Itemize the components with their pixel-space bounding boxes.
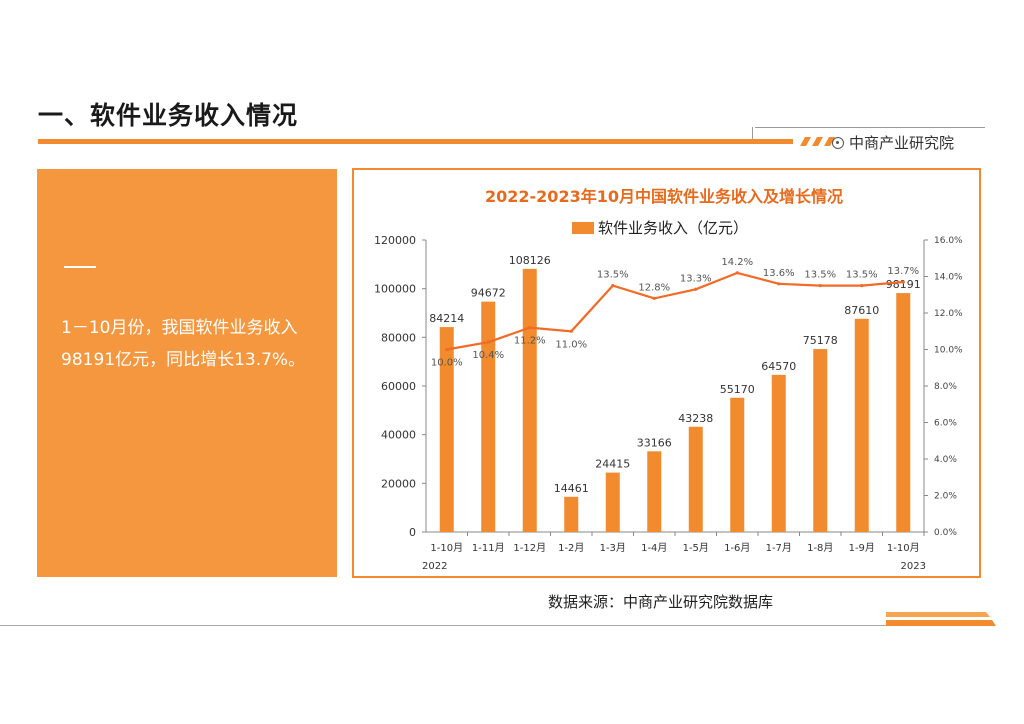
x-tick-label: 1-11月 — [472, 542, 505, 554]
y-left-tick-label: 120000 — [374, 234, 416, 247]
slash-decoration — [800, 137, 835, 146]
growth-point — [652, 296, 656, 300]
bar-revenue — [896, 293, 911, 532]
y-right-tick-label: 0.0% — [934, 528, 957, 538]
bar-revenue — [854, 318, 869, 532]
bar-revenue — [688, 426, 703, 532]
summary-panel: 1－10月份，我国软件业务收入98191亿元，同比增长13.7%。 — [37, 169, 337, 577]
growth-value-label: 13.5% — [804, 270, 836, 281]
data-source: 数据来源：中商产业研究院数据库 — [548, 593, 774, 611]
legend-label: 软件业务收入（亿元） — [598, 219, 748, 237]
bar-revenue — [439, 327, 454, 532]
x-tick-label: 1-2月 — [558, 542, 584, 554]
y-right-tick-label: 16.0% — [934, 236, 963, 246]
y-right-tick-label: 10.0% — [934, 346, 963, 356]
y-left-tick-label: 60000 — [381, 380, 416, 393]
growth-point — [735, 271, 739, 275]
brand: 中商产业研究院 — [832, 132, 954, 153]
header-divider — [755, 127, 985, 128]
growth-value-label: 13.3% — [680, 273, 712, 284]
bar-value-label: 43238 — [678, 412, 713, 425]
bar-value-label: 75178 — [803, 334, 838, 347]
brand-logo-icon — [832, 136, 844, 149]
growth-value-label: 13.6% — [763, 268, 795, 279]
growth-point — [777, 282, 781, 286]
x-tick-label: 1-8月 — [807, 542, 833, 554]
growth-value-label: 11.0% — [555, 339, 587, 350]
growth-point — [818, 284, 822, 288]
bar-revenue — [647, 451, 662, 532]
growth-point — [611, 284, 615, 288]
growth-value-label: 10.0% — [431, 358, 463, 369]
summary-dash — [64, 266, 96, 268]
bar-value-label: 84214 — [429, 312, 464, 325]
y-right-tick-label: 6.0% — [934, 419, 957, 429]
x-tick-label: 1-7月 — [766, 542, 792, 554]
combo-chart: 2022-2023年10月中国软件业务收入及增长情况 软件业务收入（亿元） 0 2… — [374, 187, 963, 572]
bar-revenue — [605, 472, 620, 532]
y-left-tick-label: 100000 — [374, 283, 416, 296]
y-left-tick-label: 20000 — [381, 477, 416, 490]
growth-point — [569, 329, 573, 333]
year-label-start: 2022 — [422, 561, 447, 572]
growth-line — [446, 271, 904, 351]
y-right-tick-label: 2.0% — [934, 492, 957, 502]
growth-value-label: 10.4% — [472, 350, 504, 361]
x-tick-label: 1-4月 — [641, 542, 667, 554]
growth-value-label: 11.2% — [514, 336, 546, 347]
bar-revenue — [771, 374, 786, 532]
title-underline — [38, 139, 793, 144]
y-right-tick-label: 4.0% — [934, 455, 957, 465]
x-tick-label: 1-10月 — [887, 542, 920, 554]
growth-value-label: 12.8% — [638, 282, 670, 293]
bar-value-label: 64570 — [761, 360, 796, 373]
y-right-tick-label: 8.0% — [934, 382, 957, 392]
y-right-tick-label: 14.0% — [934, 273, 963, 283]
bar-value-label: 108126 — [509, 254, 551, 267]
footer-divider — [0, 625, 905, 626]
bar-revenue — [730, 397, 745, 532]
x-tick-label: 1-6月 — [724, 542, 750, 554]
x-tick-label: 1-9月 — [849, 542, 875, 554]
y-left-tick-label: 0 — [409, 526, 416, 539]
x-tick-label: 1-5月 — [683, 542, 709, 554]
bar-value-label: 87610 — [844, 304, 879, 317]
chart-legend: 软件业务收入（亿元） — [572, 219, 748, 237]
growth-point — [901, 280, 905, 284]
growth-value-label: 14.2% — [721, 257, 753, 268]
year-label-end: 2023 — [901, 561, 926, 572]
growth-point — [860, 284, 864, 288]
y-left-tick-label: 40000 — [381, 429, 416, 442]
growth-value-label: 13.7% — [887, 266, 919, 277]
chart-panel: 2022-2023年10月中国软件业务收入及增长情况 软件业务收入（亿元） 0 2… — [352, 168, 981, 578]
bar-revenue — [522, 268, 537, 532]
y-left-tick-label: 80000 — [381, 331, 416, 344]
bar-value-label: 14461 — [554, 482, 589, 495]
growth-value-label: 13.5% — [846, 270, 878, 281]
bar-value-label: 24415 — [595, 458, 630, 471]
chart-title: 2022-2023年10月中国软件业务收入及增长情况 — [485, 187, 843, 206]
bar-revenue — [481, 301, 496, 532]
growth-point — [694, 287, 698, 291]
growth-point — [445, 347, 449, 352]
growth-point — [486, 340, 490, 344]
bar-value-label: 98191 — [886, 278, 921, 291]
growth-point — [528, 326, 532, 330]
section-title: 一、软件业务收入情况 — [38, 101, 299, 130]
brand-name: 中商产业研究院 — [849, 134, 955, 152]
summary-text: 1－10月份，我国软件业务收入98191亿元，同比增长13.7%。 — [61, 318, 306, 370]
growth-value-label: 13.5% — [597, 270, 629, 281]
bar-value-label: 94672 — [471, 287, 506, 300]
y-right-tick-label: 12.0% — [934, 309, 963, 319]
legend-swatch — [572, 222, 594, 234]
x-tick-label: 1-12月 — [513, 542, 546, 554]
x-tick-label: 1-10月 — [430, 542, 463, 554]
footer-stripes — [886, 612, 996, 626]
bar-value-label: 55170 — [720, 383, 755, 396]
bar-revenue — [813, 349, 828, 532]
x-tick-label: 1-3月 — [600, 542, 626, 554]
bar-revenue — [564, 496, 579, 532]
header-divider-tick — [752, 127, 753, 139]
bar-value-label: 33166 — [637, 436, 672, 449]
